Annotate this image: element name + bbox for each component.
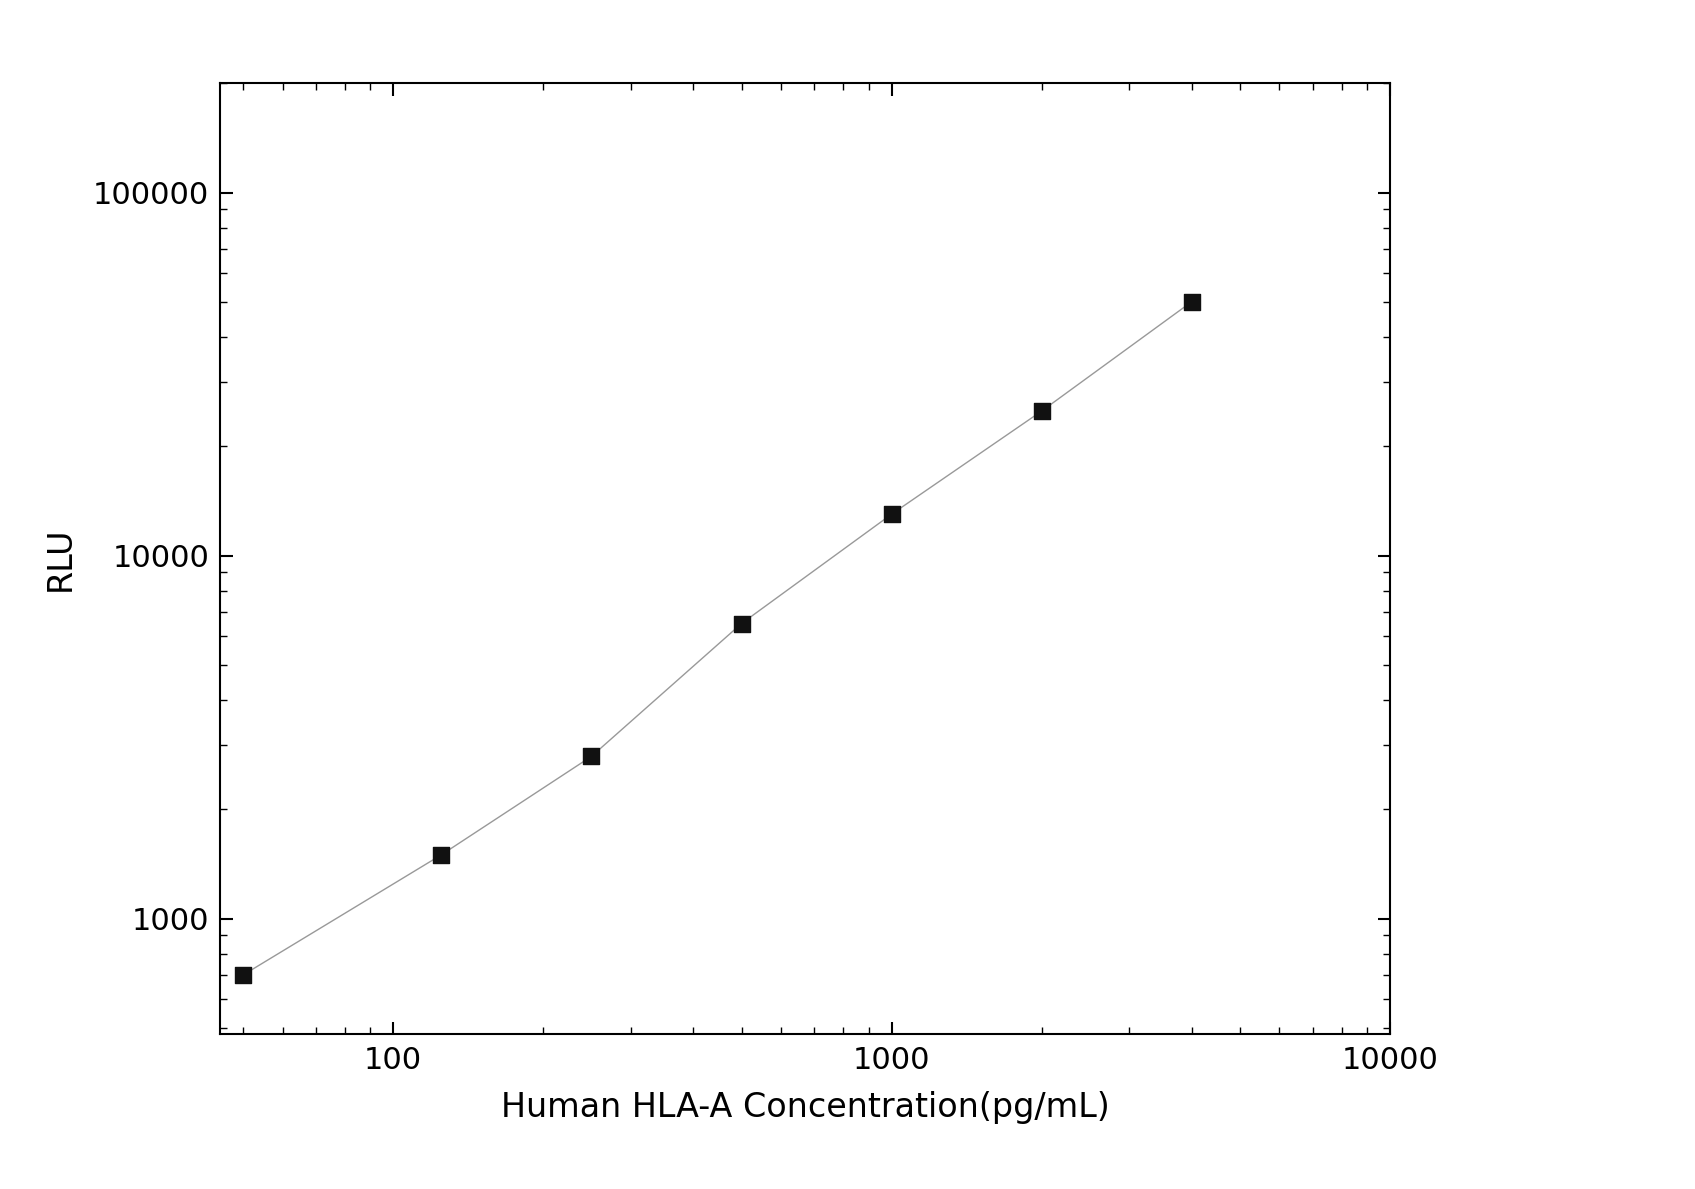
Point (727, 614, 754, 633)
Y-axis label: RLU: RLU (44, 527, 76, 591)
X-axis label: Human HLA-A Concentration(pg/mL): Human HLA-A Concentration(pg/mL) (500, 1092, 1110, 1125)
Point (427, 845, 454, 864)
Point (229, 965, 256, 984)
Point (1178, 292, 1205, 312)
Point (1027, 402, 1054, 421)
Point (578, 747, 605, 766)
Point (878, 504, 905, 523)
